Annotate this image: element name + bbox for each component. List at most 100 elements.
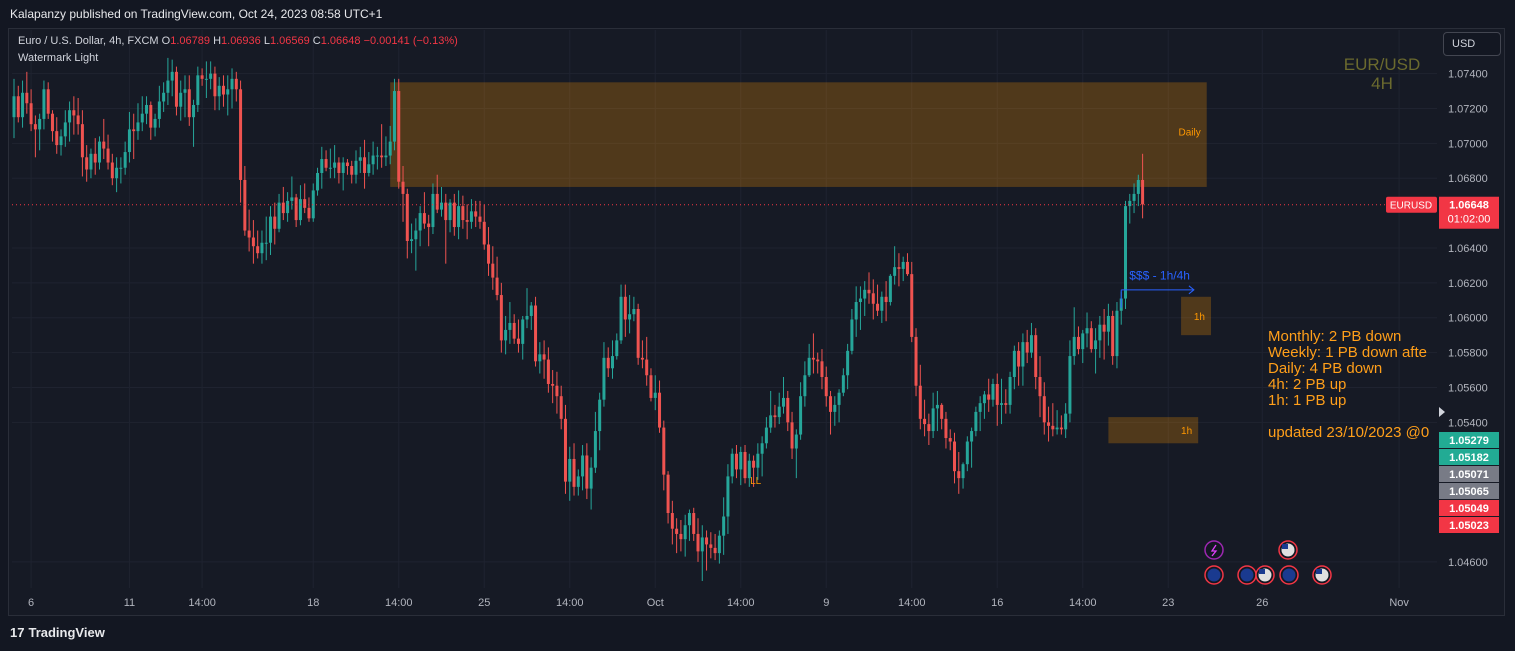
zone-label: 1h (1194, 312, 1205, 323)
price-level-badge (1439, 483, 1499, 499)
candle-body (829, 396, 833, 412)
chart-annotation: $$$ - 1h/4h (1129, 268, 1190, 282)
watermark-timeframe: 4H (1371, 74, 1393, 93)
candle-body (756, 453, 760, 468)
candle-body (209, 73, 213, 79)
candle-body (1081, 333, 1085, 350)
candle-body (816, 359, 820, 362)
candle-body (290, 197, 294, 201)
watermark-indicator-label[interactable]: Watermark Light (18, 52, 99, 64)
candle-body (482, 221, 486, 245)
us-flag-canton (1316, 569, 1322, 574)
candle-body (260, 242, 264, 254)
candle-body (1025, 342, 1029, 353)
candle-body (136, 122, 140, 132)
candle-body (867, 289, 871, 294)
candle-body (1124, 206, 1127, 299)
candle-body (277, 202, 281, 229)
candle-body (504, 329, 508, 341)
high-value: 1.06936 (221, 35, 261, 47)
overlays: $$$ - 1h/4h LL (12, 204, 1437, 487)
candle-body (16, 96, 20, 118)
candle-body (157, 101, 161, 119)
candle-body (1047, 422, 1051, 426)
price-level-badge (1439, 500, 1499, 516)
candle-body (824, 377, 828, 397)
currency-button[interactable]: USD (1443, 32, 1501, 56)
candle-body (307, 207, 311, 219)
candle-body (487, 244, 491, 264)
tradingview-logo[interactable]: 17 TradingView (10, 625, 105, 640)
publisher-caption: Kalapanzy published on TradingView.com, … (10, 7, 383, 21)
candle-body (72, 110, 76, 116)
candle-body (777, 406, 781, 418)
candle-body (820, 361, 824, 378)
candle-body (221, 85, 225, 95)
candle-body (273, 216, 277, 229)
analysis-notes: Monthly: 2 PB down Weekly: 1 PB down aft… (1268, 329, 1440, 447)
bolt-icon (1210, 544, 1218, 557)
candle-body (991, 383, 995, 400)
candle-body (388, 141, 392, 156)
candle-body (534, 305, 538, 362)
candle-body (944, 418, 948, 439)
candle-body (598, 399, 602, 432)
candle-body (491, 263, 495, 278)
zone-box (1181, 296, 1211, 336)
candle-body (846, 350, 850, 376)
note-line: Daily: 4 PB down (1268, 360, 1383, 377)
candle-body (1029, 335, 1033, 353)
candle-body (294, 197, 298, 221)
top-bar: Kalapanzy published on TradingView.com, … (0, 0, 1515, 28)
candle-body (226, 89, 230, 95)
candle-body (1008, 377, 1012, 405)
chart-annotation: LL (750, 476, 762, 487)
candle-body (269, 216, 272, 243)
candle-body (286, 200, 290, 214)
candle-body (730, 453, 734, 477)
time-tick-label: 14:00 (898, 597, 926, 609)
candle-body (25, 92, 29, 104)
price-level-badge (1439, 517, 1499, 533)
zone-label: 1h (1181, 426, 1192, 437)
bar-countdown: 01:02:00 (1448, 214, 1491, 226)
candle-body (884, 296, 888, 303)
candle-body (636, 309, 640, 358)
low-label: L (263, 35, 270, 47)
price-level-badge (1439, 466, 1499, 482)
candle-body (1128, 200, 1132, 207)
candle-body (1085, 328, 1089, 334)
candle-body (1111, 315, 1115, 357)
price-tick-label: 1.06400 (1448, 243, 1488, 255)
price-level-value: 1.05049 (1449, 503, 1489, 515)
candle-body (619, 296, 623, 341)
candle-body (410, 239, 414, 241)
candle-body (803, 375, 807, 397)
candle-body (298, 199, 302, 221)
candle-body (367, 164, 371, 173)
us-flag-canton (1259, 569, 1265, 574)
candle-body (196, 75, 200, 105)
note-line: Monthly: 2 PB down (1268, 329, 1402, 345)
chart-frame[interactable] (8, 28, 1505, 616)
candle-body (679, 533, 683, 540)
dividend-event-icon[interactable] (1204, 540, 1224, 560)
candle-body (572, 458, 576, 487)
liquidity-arrow-icon (1188, 285, 1195, 295)
candle-body (440, 202, 443, 210)
candle-body (264, 242, 268, 244)
candle-body (474, 211, 478, 217)
candle-body (200, 75, 204, 79)
candle-body (354, 160, 358, 175)
zone-box (1108, 417, 1199, 444)
candle-body (666, 474, 670, 514)
candle-body (700, 537, 704, 552)
tradingview-logo-text: TradingView (28, 625, 105, 640)
candle-body (529, 305, 533, 316)
candle-body (418, 213, 422, 231)
candle-body (337, 162, 341, 173)
candle-body (662, 427, 666, 475)
candle-body (162, 92, 166, 102)
symbol-legend: Euro / U.S. Dollar, 4h, FXCM O1.06789 H1… (18, 35, 458, 47)
